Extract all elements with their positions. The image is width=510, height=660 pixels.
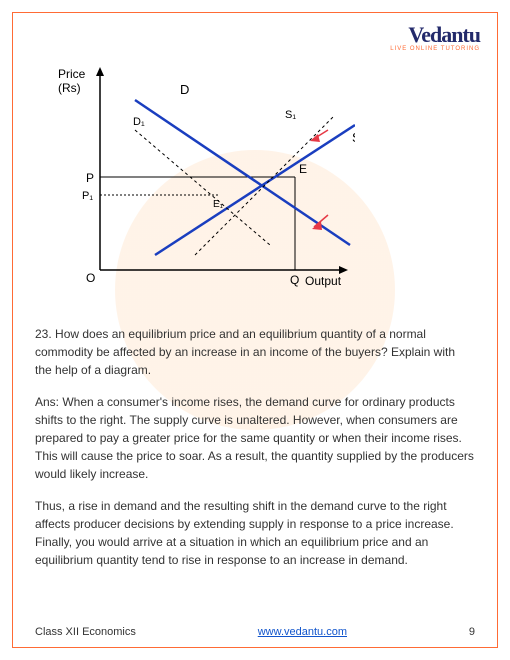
e1-label: E₁ xyxy=(213,199,224,210)
origin-label: O xyxy=(86,271,95,285)
question-number: 23. xyxy=(35,327,52,341)
d-label: D xyxy=(180,82,189,97)
s-label: S xyxy=(352,130,355,145)
x-axis-label: Output xyxy=(305,274,342,288)
y-axis-label: Price xyxy=(58,67,86,81)
svg-text:(Units): (Units) xyxy=(305,288,340,290)
answer-label: Ans: xyxy=(35,395,59,409)
p1-label: P₁ xyxy=(82,190,93,202)
q-label: Q xyxy=(290,273,299,287)
s1-label: S₁ xyxy=(285,109,296,121)
answer-para1: Ans: When a consumer's income rises, the… xyxy=(35,393,475,483)
e-label: E xyxy=(299,162,307,176)
footer-left: Class XII Economics xyxy=(35,626,136,638)
answer-text1: When a consumer's income rises, the dema… xyxy=(35,395,474,481)
question-text: 23. How does an equilibrium price and an… xyxy=(35,325,475,379)
equilibrium-chart: Price (Rs) Output (Units) O P P₁ Q D D₁ … xyxy=(55,60,475,295)
page-content: Price (Rs) Output (Units) O P P₁ Q D D₁ … xyxy=(0,0,510,623)
d1-label: D₁ xyxy=(133,116,145,128)
footer-link[interactable]: www.vedantu.com xyxy=(258,626,347,638)
page-footer: Class XII Economics www.vedantu.com 9 xyxy=(35,626,475,638)
question-body: How does an equilibrium price and an equ… xyxy=(35,327,455,377)
answer-para2: Thus, a rise in demand and the resulting… xyxy=(35,497,475,569)
chart-svg: Price (Rs) Output (Units) O P P₁ Q D D₁ … xyxy=(55,60,355,290)
page-number: 9 xyxy=(469,626,475,638)
svg-text:(Rs): (Rs) xyxy=(58,81,81,95)
p-label: P xyxy=(86,171,94,185)
